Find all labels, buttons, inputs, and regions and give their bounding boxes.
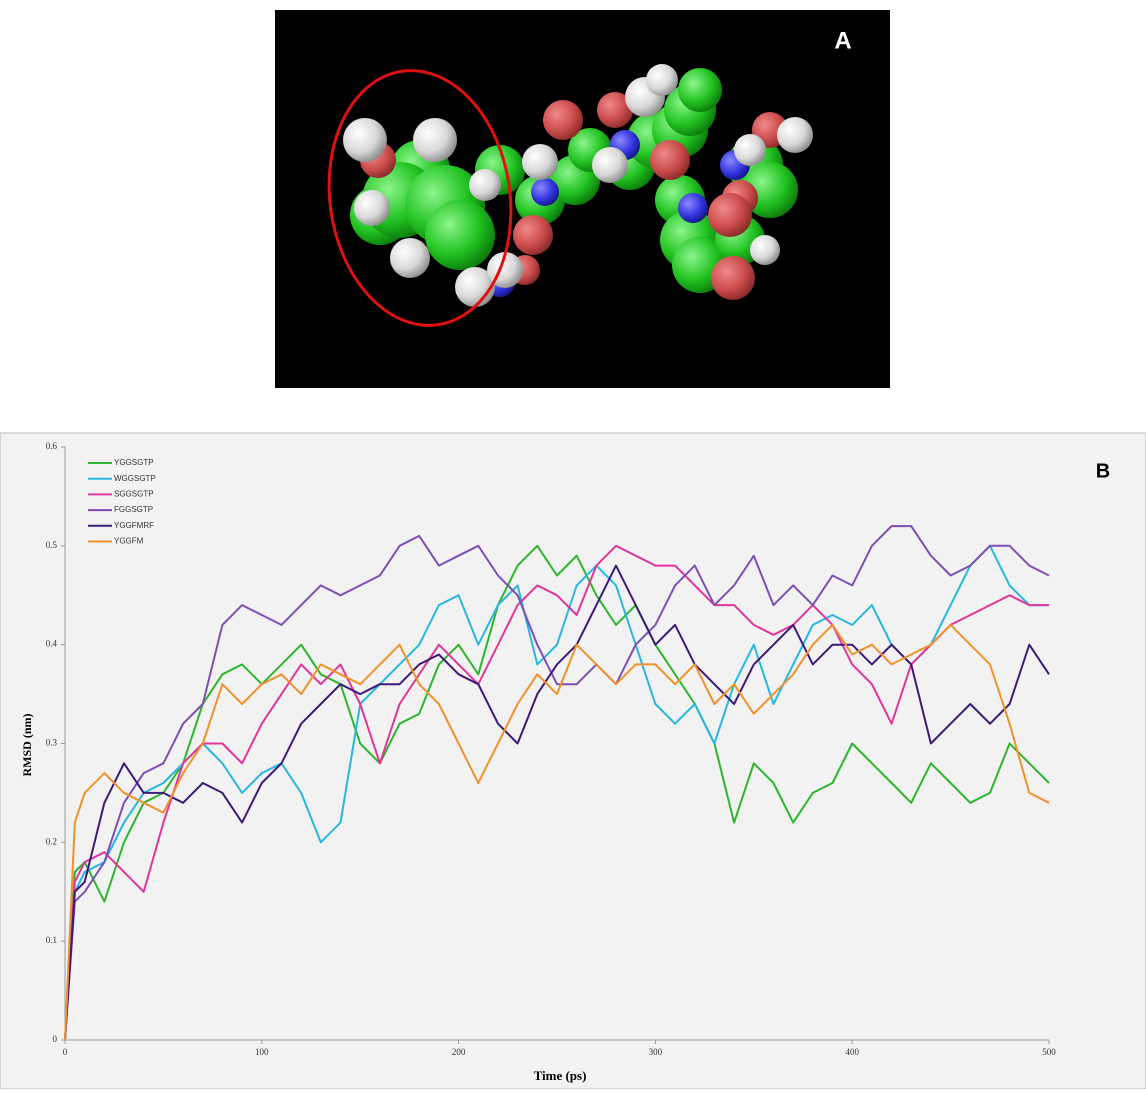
- y-axis-label: RMSD (nm): [20, 714, 34, 777]
- x-tick-label: 400: [845, 1047, 859, 1057]
- y-tick-label: 0: [53, 1034, 58, 1044]
- molecule-panel: A: [275, 10, 890, 388]
- x-tick-label: 500: [1042, 1047, 1056, 1057]
- legend-label: FGGSGTP: [114, 505, 153, 514]
- line-chart: B Time (ps) RMSD (nm) 0 0.1 0.2 0.3 0.4 0.5 0.…: [0, 433, 1146, 1089]
- panel-label: B: [1096, 460, 1110, 482]
- legend-label: SGGSGTP: [114, 490, 154, 499]
- legend-label: YGGFM: [114, 537, 144, 546]
- y-tick-label: 0.5: [46, 540, 58, 550]
- y-tick-label: 0.1: [46, 935, 57, 945]
- panel-label: A: [834, 27, 851, 54]
- legend-label: WGGSGTP: [114, 474, 156, 483]
- x-tick-label: 300: [649, 1047, 663, 1057]
- chart-background: [0, 433, 1146, 1089]
- figure: A B Time (ps) RMSD (nm) 0 0.1 0.2 0.3 0.4 0.5…: [0, 0, 1146, 1089]
- legend-label: YGGSGTP: [114, 458, 154, 467]
- page: {"figure_a": {"label": "A"}, "chart_data…: [0, 0, 1146, 1089]
- x-tick-label: 0: [63, 1047, 68, 1057]
- legend-label: YGGFMRF: [114, 521, 154, 530]
- y-tick-label: 0.2: [46, 836, 57, 846]
- x-tick-label: 100: [255, 1047, 269, 1057]
- x-axis-label: Time (ps): [534, 1068, 587, 1083]
- x-tick-label: 200: [452, 1047, 466, 1057]
- y-tick-label: 0.4: [46, 639, 58, 649]
- y-tick-label: 0.6: [46, 441, 58, 451]
- y-tick-label: 0.3: [46, 738, 58, 748]
